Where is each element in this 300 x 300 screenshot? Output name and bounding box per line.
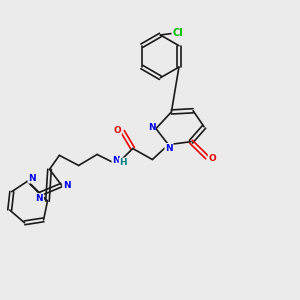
Text: H: H <box>119 158 127 167</box>
Text: Cl: Cl <box>172 28 183 38</box>
Text: N: N <box>63 181 70 190</box>
Text: N: N <box>112 156 120 165</box>
Text: O: O <box>208 154 216 164</box>
Text: O: O <box>113 126 121 135</box>
Text: N: N <box>148 123 155 132</box>
Text: N: N <box>28 174 36 183</box>
Text: N: N <box>165 144 173 153</box>
Text: N: N <box>36 194 43 203</box>
